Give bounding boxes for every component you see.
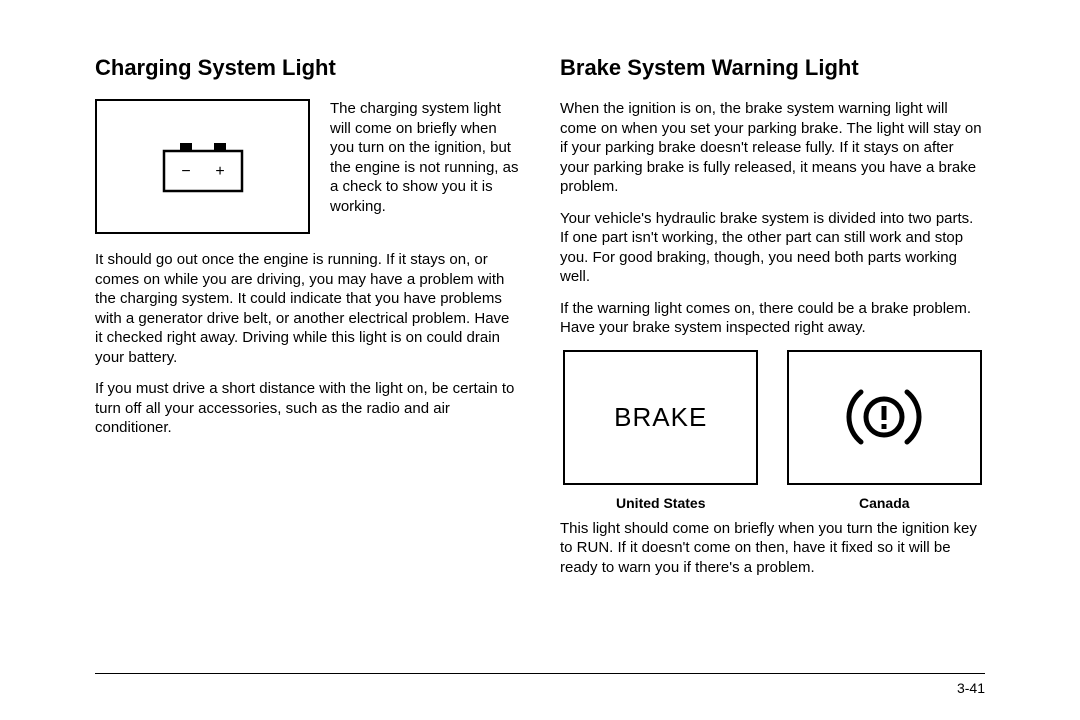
charging-p2: If you must drive a short distance with … <box>95 379 520 438</box>
battery-icon: − + <box>158 139 248 194</box>
battery-icon-frame: − + <box>95 99 310 234</box>
battery-plus: + <box>215 163 224 180</box>
left-column: Charging System Light − + The charging s… <box>95 55 520 589</box>
charging-heading: Charging System Light <box>95 55 520 81</box>
brake-heading: Brake System Warning Light <box>560 55 985 81</box>
brake-us-col: BRAKE United States <box>560 350 762 511</box>
page-number: 3-41 <box>957 680 985 696</box>
charging-intro-text: The charging system light will come on b… <box>330 99 520 216</box>
caption-ca: Canada <box>784 495 986 511</box>
brake-p4: This light should come on briefly when y… <box>560 519 985 578</box>
charging-intro-row: − + The charging system light will come … <box>95 99 520 234</box>
brake-text-icon: BRAKE <box>614 402 707 433</box>
brake-p1: When the ignition is on, the brake syste… <box>560 99 985 197</box>
brake-us-frame: BRAKE <box>563 350 758 485</box>
page-footer: 3-41 <box>95 673 985 696</box>
brake-p3: If the warning light comes on, there cou… <box>560 299 985 338</box>
right-column: Brake System Warning Light When the igni… <box>560 55 985 589</box>
brake-icons-row: BRAKE United States <box>560 350 985 511</box>
brake-ca-col: Canada <box>784 350 986 511</box>
brake-warning-icon <box>839 382 929 452</box>
brake-p2: Your vehicle's hydraulic brake system is… <box>560 209 985 287</box>
caption-us: United States <box>560 495 762 511</box>
brake-ca-frame <box>787 350 982 485</box>
battery-minus: − <box>181 163 190 180</box>
charging-p1: It should go out once the engine is runn… <box>95 250 520 367</box>
